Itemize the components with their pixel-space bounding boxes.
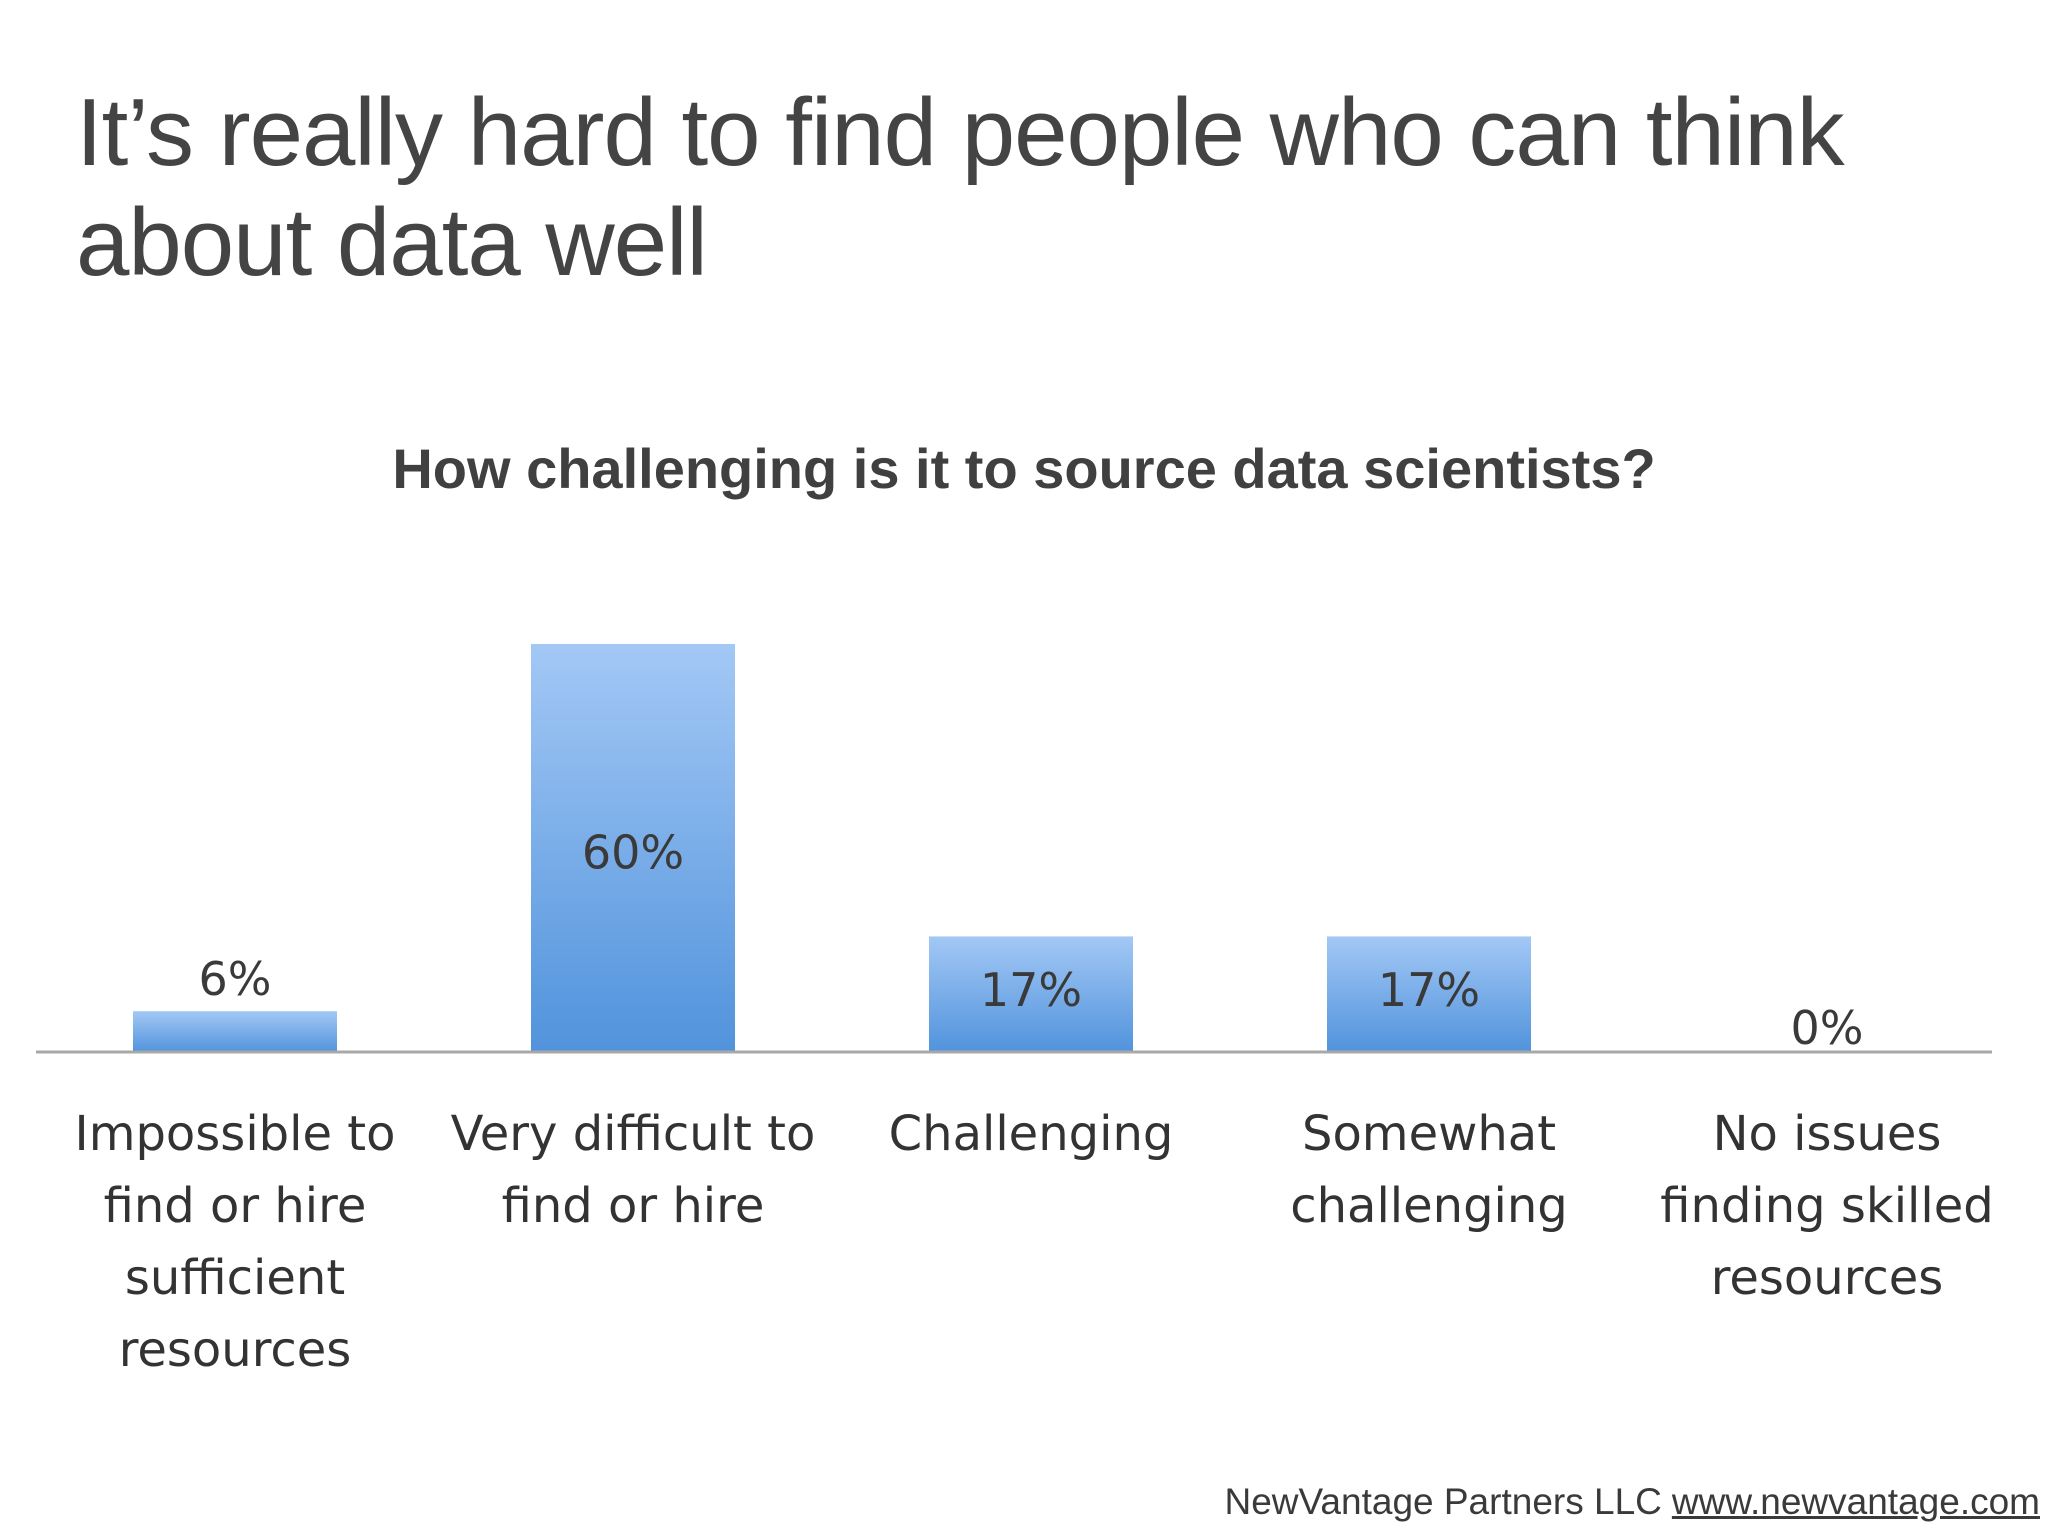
bar	[1327, 936, 1531, 1052]
bar	[929, 936, 1133, 1052]
category-label: Somewhat challenging	[1290, 1106, 1568, 1234]
data-label: 17%	[1378, 963, 1480, 1017]
slide-title: It’s really hard to find people who can …	[76, 78, 1976, 298]
footer-company: NewVantage Partners LLC	[1224, 1481, 1662, 1522]
category-label: Impossible to find or hire sufficient resou…	[75, 1106, 396, 1378]
category-label: Challenging	[889, 1106, 1174, 1162]
data-label: 17%	[980, 963, 1082, 1017]
data-label: 0%	[1791, 1001, 1864, 1055]
footer-link[interactable]: www.newvantage.com	[1671, 1481, 2040, 1522]
category-labels-layer: Impossible to find or hire sufficient resou…	[75, 1106, 1994, 1378]
data-label: 60%	[582, 825, 684, 879]
data-labels-layer: 6% 60% 17% 17% 0%	[199, 825, 1864, 1055]
chart-title: How challenging is it to source data sci…	[392, 437, 1656, 500]
bars-layer	[133, 644, 1531, 1052]
slide-title-line: about data well	[76, 189, 708, 296]
bar-chart: 6% 60% 17% 17% 0% Impossible to find or hire s…	[36, 644, 1994, 1378]
slide-title-line: It’s really hard to find people who can …	[76, 79, 1845, 186]
data-label: 6%	[199, 952, 272, 1006]
bar	[531, 644, 735, 1052]
footer-credit: NewVantage Partners LLC www.newvantage.co…	[1224, 1480, 2040, 1524]
category-label: No issues finding skilled resources	[1660, 1106, 1993, 1306]
category-label: Very difficult to find or hire	[451, 1106, 816, 1234]
bar	[133, 1011, 337, 1052]
